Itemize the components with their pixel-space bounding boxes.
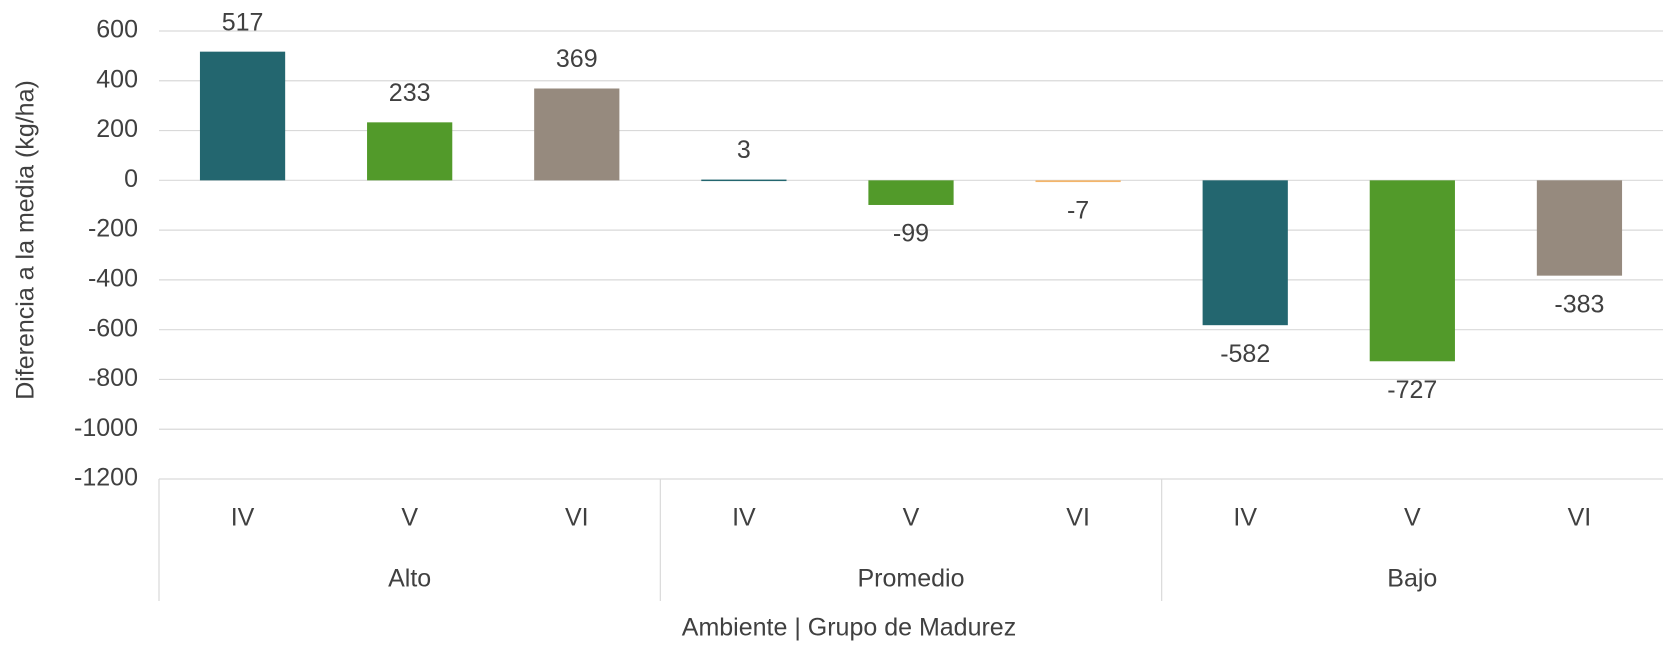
y-tick-label: 400 [96, 65, 138, 93]
bar [367, 122, 453, 181]
data-label: -727 [1387, 376, 1437, 404]
x-tick-label: IV [1233, 504, 1257, 532]
bar [1202, 180, 1288, 326]
data-label: -582 [1220, 340, 1270, 368]
data-label: 369 [556, 45, 598, 73]
x-tick-label: VI [1568, 504, 1592, 532]
x-tick-label: VI [1066, 504, 1090, 532]
y-axis-title: Diferencia a la media (kg/ha) [12, 80, 40, 400]
y-tick-label: 0 [124, 165, 138, 193]
bar [868, 180, 954, 205]
data-label: 233 [389, 79, 431, 107]
data-label: 3 [737, 136, 751, 164]
x-tick-label: IV [231, 504, 255, 532]
y-tick-label: -200 [88, 215, 138, 243]
bar [1536, 180, 1623, 276]
y-tick-label: 600 [96, 16, 138, 44]
y-tick-label: 200 [96, 115, 138, 143]
x-tick-label: VI [565, 504, 589, 532]
data-label: -7 [1067, 197, 1089, 225]
y-tick-label: -1000 [74, 414, 138, 442]
data-label: -383 [1554, 290, 1604, 318]
bar [199, 51, 286, 181]
bar [534, 88, 620, 181]
data-label: -99 [893, 220, 929, 248]
group-label: Alto [388, 565, 431, 593]
bar [701, 179, 787, 182]
x-tick-label: V [401, 504, 418, 532]
x-tick-label: V [903, 504, 920, 532]
x-axis-title: Ambiente | Grupo de Madurez [682, 614, 1016, 642]
y-tick-label: -600 [88, 314, 138, 342]
bar [1369, 180, 1455, 362]
group-label: Bajo [1387, 565, 1437, 593]
bar [1035, 180, 1121, 183]
x-tick-label: IV [732, 504, 756, 532]
y-tick-label: -400 [88, 264, 138, 292]
y-tick-label: -800 [88, 364, 138, 392]
x-tick-label: V [1404, 504, 1421, 532]
group-label: Promedio [858, 565, 965, 593]
y-tick-label: -1200 [74, 464, 138, 492]
data-label: 517 [222, 8, 264, 36]
